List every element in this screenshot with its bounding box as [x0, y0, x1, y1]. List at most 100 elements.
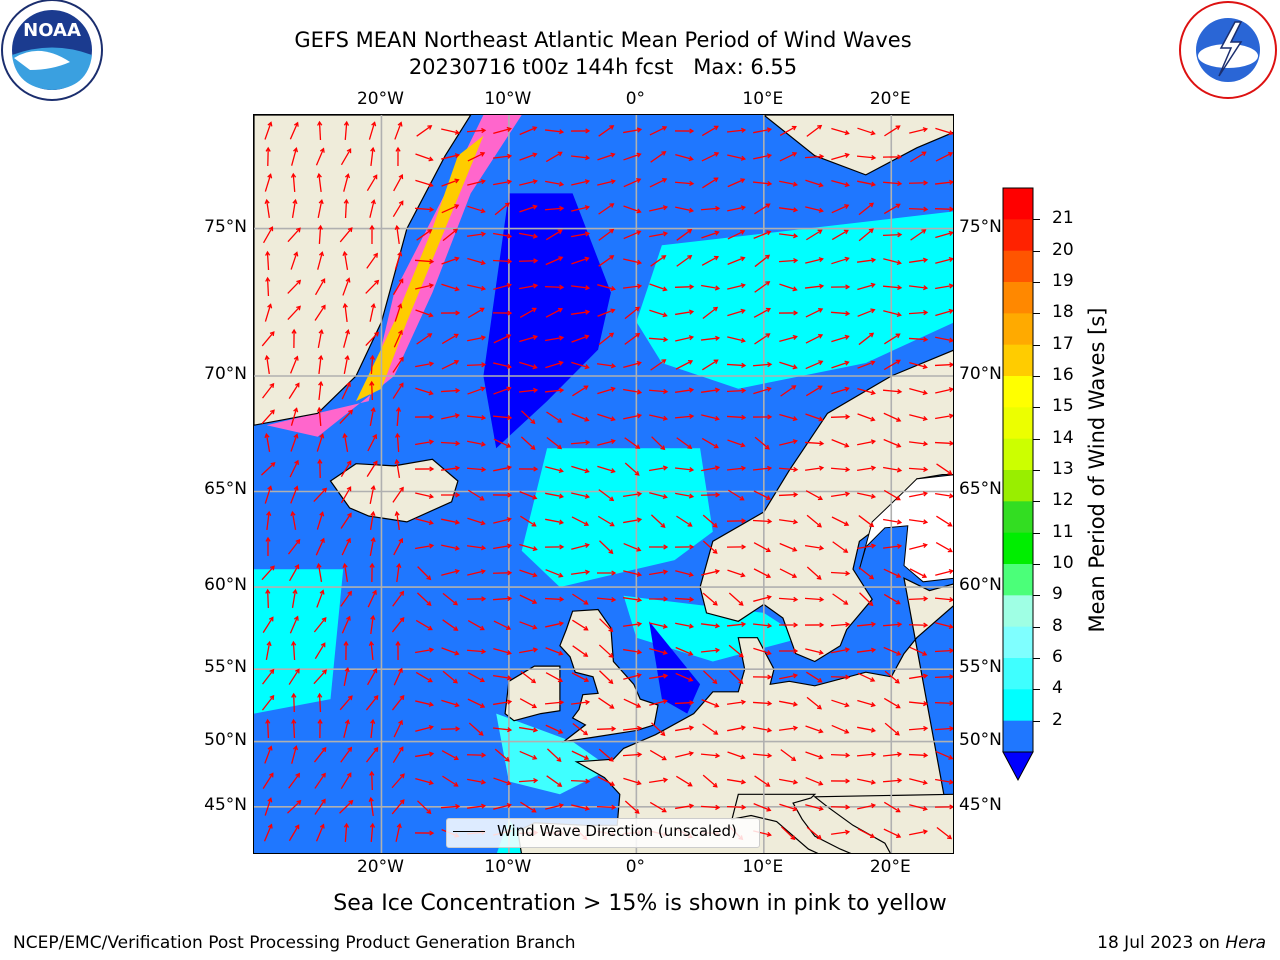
wave-direction-arrow — [753, 127, 773, 134]
wave-direction-arrow — [441, 518, 461, 525]
wave-direction-arrow — [414, 466, 435, 472]
wave-direction-arrow — [858, 202, 874, 216]
wave-direction-arrow — [779, 700, 799, 707]
wave-direction-arrow — [701, 125, 719, 137]
wave-direction-arrow — [935, 387, 953, 394]
wave-direction-arrow — [702, 592, 718, 606]
wave-direction-arrow — [674, 596, 695, 602]
colorbar-tick-label: 4 — [1052, 678, 1063, 699]
wave-direction-arrow — [291, 588, 298, 608]
footer-host: Hera — [1225, 933, 1266, 953]
colorbar-segment — [1003, 470, 1033, 502]
wave-direction-arrow — [597, 776, 616, 787]
wave-direction-arrow — [442, 670, 458, 684]
wave-direction-arrow — [493, 802, 512, 810]
wave-direction-arrow — [882, 777, 903, 784]
lat-tick-left: 55°N — [204, 657, 247, 678]
wave-direction-arrow — [415, 153, 434, 162]
wave-direction-arrow — [856, 621, 877, 628]
wave-direction-arrow — [262, 772, 274, 789]
wave-period-patch — [636, 211, 953, 389]
wave-direction-arrow — [804, 622, 825, 628]
wave-direction-arrow — [701, 465, 721, 472]
wave-direction-arrow — [726, 518, 747, 524]
wave-direction-arrow — [649, 309, 668, 318]
wave-direction-arrow — [830, 570, 851, 576]
wave-direction-arrow — [675, 646, 694, 656]
wave-direction-arrow — [729, 670, 744, 685]
wave-direction-arrow — [441, 128, 461, 135]
wave-direction-arrow — [909, 646, 928, 656]
wave-direction-arrow — [415, 492, 435, 499]
wave-direction-arrow — [883, 593, 901, 605]
wave-direction-arrow — [466, 648, 487, 655]
wave-direction-arrow — [675, 803, 695, 810]
colorbar-segment — [1003, 313, 1033, 346]
lon-tick-bottom: 10°W — [484, 857, 532, 877]
wave-direction-arrow — [727, 336, 746, 343]
colorbar-tick-mark — [1033, 470, 1040, 471]
wave-direction-arrow — [313, 487, 328, 502]
wave-direction-arrow — [623, 230, 642, 240]
wave-direction-arrow — [368, 121, 377, 140]
wave-direction-arrow — [806, 124, 823, 137]
wave-direction-arrow — [339, 227, 353, 243]
wave-direction-arrow — [544, 284, 565, 290]
wave-direction-arrow — [391, 773, 405, 789]
wave-direction-arrow — [492, 310, 513, 316]
wave-direction-arrow — [440, 465, 461, 471]
wave-direction-arrow — [369, 822, 376, 843]
wave-direction-arrow — [441, 178, 460, 187]
wave-direction-arrow — [369, 380, 375, 401]
wave-direction-arrow — [883, 518, 903, 525]
wave-direction-arrow — [440, 492, 461, 498]
wave-direction-arrow — [701, 698, 720, 708]
colorbar-tick-mark — [1033, 626, 1040, 628]
wave-direction-arrow — [467, 569, 486, 576]
wave-direction-arrow — [676, 254, 693, 267]
wave-direction-arrow — [623, 570, 643, 577]
wave-direction-arrow — [519, 594, 538, 604]
noaa-logo-icon: NOAA — [0, 0, 105, 105]
wave-direction-arrow — [291, 745, 299, 764]
wave-direction-arrow — [883, 203, 901, 215]
wave-direction-arrow — [572, 645, 589, 657]
wave-direction-arrow — [934, 440, 953, 446]
wave-direction-arrow — [754, 333, 771, 345]
wave-direction-arrow — [856, 647, 877, 653]
wave-direction-arrow — [778, 725, 799, 731]
colorbar-segment — [1003, 689, 1033, 722]
wave-direction-arrow — [369, 510, 376, 530]
wave-direction-arrow — [571, 179, 591, 186]
wave-direction-arrow — [261, 331, 275, 347]
wave-direction-arrow — [908, 519, 929, 525]
wave-direction-arrow — [779, 542, 798, 552]
wave-direction-arrow — [340, 746, 353, 763]
wave-direction-arrow — [317, 458, 323, 479]
wave-direction-arrow — [779, 803, 798, 812]
wave-direction-arrow — [545, 466, 564, 474]
wave-direction-arrow — [728, 489, 745, 501]
wave-direction-arrow — [727, 778, 747, 785]
wave-direction-arrow — [262, 616, 274, 633]
wave-direction-arrow — [519, 334, 538, 343]
wave-direction-arrow — [571, 231, 591, 238]
wave-direction-arrow — [858, 515, 875, 528]
wave-direction-arrow — [727, 178, 746, 188]
wave-direction-arrow — [289, 355, 299, 374]
wave-direction-arrow — [649, 673, 669, 680]
wave-direction-arrow — [805, 360, 824, 370]
wave-direction-arrow — [467, 619, 485, 631]
wave-direction-arrow — [571, 492, 591, 499]
wave-direction-arrow — [882, 388, 903, 395]
lon-tick-top: 20°W — [356, 89, 404, 109]
wave-direction-arrow — [936, 826, 953, 840]
wave-direction-arrow — [909, 542, 928, 550]
wave-direction-arrow — [858, 566, 875, 580]
italy-land — [731, 793, 852, 853]
wave-direction-arrow — [392, 486, 404, 503]
wave-direction-arrow — [519, 569, 538, 578]
wave-direction-arrow — [622, 725, 643, 731]
wave-direction-arrow — [519, 726, 539, 733]
wave-direction-arrow — [934, 206, 953, 212]
